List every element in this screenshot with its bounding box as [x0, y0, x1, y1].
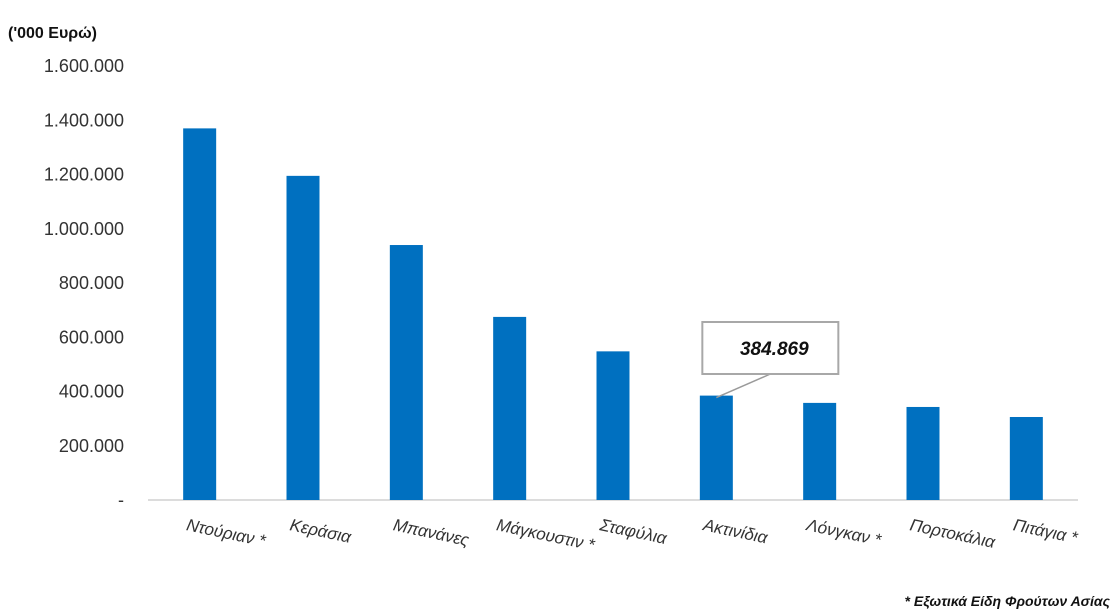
y-tick-label: 400.000	[59, 382, 124, 402]
category-label: Πορτοκάλια	[908, 515, 998, 552]
category-label: Κεράσια	[288, 515, 354, 547]
y-axis-unit-label: ('000 Ευρώ)	[8, 25, 97, 42]
bar	[803, 402, 837, 500]
bar	[596, 351, 630, 500]
category-label: Ακτινίδια	[701, 515, 771, 548]
category-label: Σταφύλια	[597, 515, 669, 548]
callout-box	[701, 321, 840, 375]
callout-value-label: 384.869	[740, 339, 809, 360]
category-label: Μπανάνες	[392, 515, 472, 550]
bar	[286, 175, 320, 500]
bar	[1009, 416, 1043, 500]
category-label: Ντούριαν *	[185, 515, 269, 551]
footnote: * Εξωτικά Είδη Φρούτων Ασίας	[905, 593, 1111, 609]
callout-leader-line	[716, 373, 771, 399]
y-tick-label: 1.400.000	[44, 110, 124, 130]
y-tick-label: 800.000	[59, 273, 124, 293]
bars	[183, 128, 1043, 500]
bar	[699, 395, 733, 500]
y-tick-label: 1.600.000	[44, 56, 124, 76]
data-callout: 384.869	[701, 321, 840, 399]
y-tick-label: 1.000.000	[44, 219, 124, 239]
category-labels: Ντούριαν * Κεράσια Μπανάνες Μάγκουστιν * Στα…	[185, 515, 1081, 555]
category-label: Μάγκουστιν *	[495, 515, 598, 555]
category-label: Λόνγκαν *	[804, 515, 884, 550]
y-axis-ticks: - 200.000 400.000 600.000 800.000 1.000.000 1.…	[44, 56, 124, 510]
y-tick-label: 200.000	[59, 436, 124, 456]
bar	[183, 128, 217, 500]
bar	[906, 406, 940, 500]
bar	[389, 245, 423, 500]
y-tick-label: 1.200.000	[44, 165, 124, 185]
category-label: Πιτάγια *	[1012, 515, 1081, 547]
y-tick-label: 600.000	[59, 327, 124, 347]
y-tick-label: -	[118, 490, 124, 510]
bar	[493, 316, 527, 500]
